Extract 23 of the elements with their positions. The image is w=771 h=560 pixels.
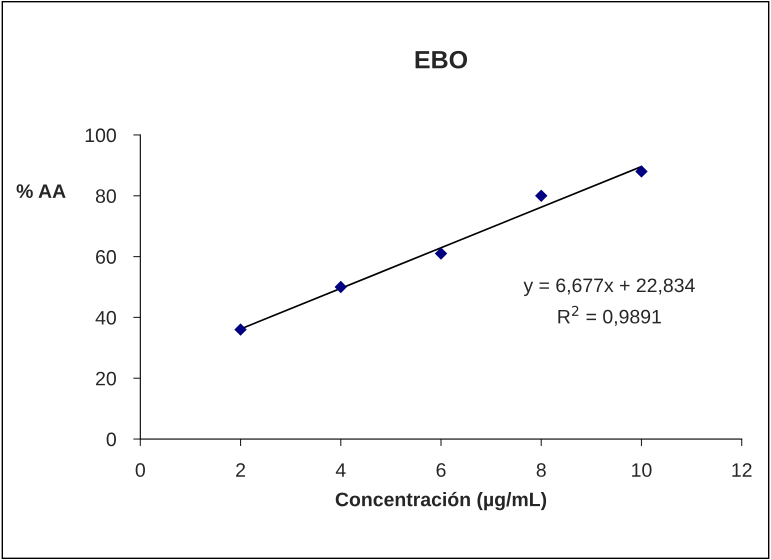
point bbox=[334, 280, 347, 294]
point bbox=[635, 165, 648, 178]
x-axis-title: Concentración (µg/mL) bbox=[336, 492, 546, 510]
annotation: R$^{2}$ = 0,9891 bbox=[558, 306, 661, 326]
x-tick-label: 4 bbox=[336, 463, 346, 477]
point bbox=[234, 323, 247, 336]
y-tick-label: 100 bbox=[86, 128, 116, 142]
x-tick-label: 10 bbox=[632, 463, 652, 477]
y-tick-label: 40 bbox=[96, 310, 116, 325]
x-tick-label: 6 bbox=[436, 463, 446, 477]
x-tick-label: 12 bbox=[732, 463, 752, 477]
y-tick-label: 0 bbox=[106, 432, 116, 446]
y-tick-label: 20 bbox=[96, 372, 116, 386]
chart-title: EBO bbox=[416, 50, 468, 69]
annotation: y = 6,677x + 22,834 bbox=[524, 278, 695, 296]
y-tick-label: 80 bbox=[96, 189, 116, 204]
x-tick-label: 0 bbox=[136, 463, 145, 477]
y-tick-label: 60 bbox=[96, 250, 116, 264]
x-tick-label: 2 bbox=[236, 463, 245, 477]
x-tick-label: 8 bbox=[536, 463, 546, 477]
y-axis-title: % AA bbox=[16, 184, 66, 198]
point bbox=[434, 247, 448, 260]
point bbox=[535, 190, 548, 202]
